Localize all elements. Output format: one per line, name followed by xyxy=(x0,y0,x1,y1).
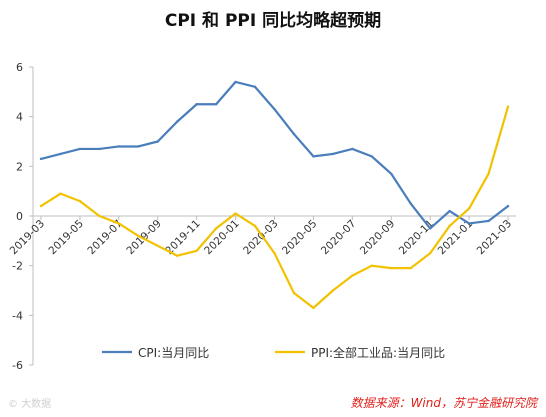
cpi-data-point xyxy=(78,147,82,151)
cpi-data-point xyxy=(137,145,140,148)
ppi-data-point xyxy=(176,254,179,257)
ppi-data-point xyxy=(273,252,276,255)
cpi-data-point xyxy=(117,145,121,148)
cpi-data-point xyxy=(98,147,101,151)
ppi-data-point xyxy=(292,291,296,295)
ppi-data-point xyxy=(351,274,354,277)
y-tick-label: 2 xyxy=(16,160,23,173)
cpi-data-point xyxy=(39,157,43,161)
x-tick-label: 2021-03 xyxy=(475,218,515,258)
cpi-data-point xyxy=(253,85,257,89)
chart-title: CPI 和 PPI 同比均略超预期 xyxy=(165,10,381,31)
ppi-data-point xyxy=(370,264,373,267)
chart-legend: CPI:当月同比 PPI:全部工业品:当月同比 xyxy=(102,345,445,360)
ppi-data-point xyxy=(487,172,490,175)
ppi-data-point xyxy=(253,224,257,228)
cpi-data-point xyxy=(273,108,276,111)
ppi-data-point xyxy=(467,207,471,210)
cpi-data-point xyxy=(176,120,179,123)
ppi-data-point xyxy=(506,105,510,108)
legend-item-ppi-label: PPI:全部工业品:当月同比 xyxy=(311,345,445,360)
cpi-data-point xyxy=(234,80,237,84)
cpi-data-point xyxy=(195,103,198,106)
legend-item-cpi-label: CPI:当月同比 xyxy=(138,346,209,360)
ppi-data-point xyxy=(331,289,335,292)
cpi-data-point xyxy=(156,140,159,143)
chart-series-group xyxy=(39,80,510,310)
y-tick-label: 0 xyxy=(16,210,23,223)
ppi-data-point xyxy=(59,192,62,195)
ppi-data-point xyxy=(39,204,43,208)
ppi-data-point xyxy=(428,252,432,255)
cpi-data-point xyxy=(331,152,335,156)
cpi-data-point xyxy=(351,147,354,151)
cpi-data-point xyxy=(409,202,412,205)
source-note: 数据来源：Wind，苏宁金融研究院 xyxy=(351,396,539,410)
cpi-data-point xyxy=(292,132,296,136)
ppi-series-line xyxy=(39,105,510,309)
cpi-data-point xyxy=(467,222,471,225)
cpi-data-point xyxy=(312,155,315,158)
ppi-data-point xyxy=(448,224,451,228)
cpi-data-point xyxy=(487,219,490,223)
y-tick-label: -6 xyxy=(12,359,23,372)
y-tick-label: 4 xyxy=(16,111,23,124)
watermark-text: © 大数据 xyxy=(8,397,51,410)
ppi-data-point xyxy=(312,306,315,310)
y-tick-label: -4 xyxy=(12,309,23,322)
ppi-data-point xyxy=(117,222,121,225)
cpi-data-point xyxy=(370,155,373,158)
x-tick-label: 2019-09 xyxy=(124,218,164,258)
x-tick-label: 2020-05 xyxy=(280,218,320,258)
x-tick-label: 2019-03 xyxy=(8,218,48,258)
ppi-data-point xyxy=(195,249,198,252)
cpi-data-point xyxy=(506,204,510,208)
x-tick-label: 2019-05 xyxy=(47,218,87,258)
ppi-data-point xyxy=(234,212,237,215)
cpi-data-point xyxy=(214,103,218,106)
cpi-data-point xyxy=(428,227,432,230)
ppi-data-point xyxy=(214,227,218,230)
x-tick-label: 2020-09 xyxy=(358,218,398,258)
y-tick-label: -2 xyxy=(12,260,23,273)
ppi-data-point xyxy=(78,199,82,203)
y-tick-label: 6 xyxy=(16,61,23,74)
cpi-data-point xyxy=(59,152,62,156)
cpi-data-point xyxy=(448,209,451,213)
cpi-data-point xyxy=(390,172,393,175)
ppi-data-point xyxy=(156,244,159,247)
ppi-data-point xyxy=(98,214,101,218)
ppi-data-point xyxy=(409,266,412,270)
x-tick-label: 2020-07 xyxy=(319,218,359,258)
ppi-data-point xyxy=(390,266,393,270)
cpi-series-line xyxy=(39,80,510,230)
x-tick-label: 2020-03 xyxy=(241,218,281,258)
ppi-data-point xyxy=(137,234,140,238)
